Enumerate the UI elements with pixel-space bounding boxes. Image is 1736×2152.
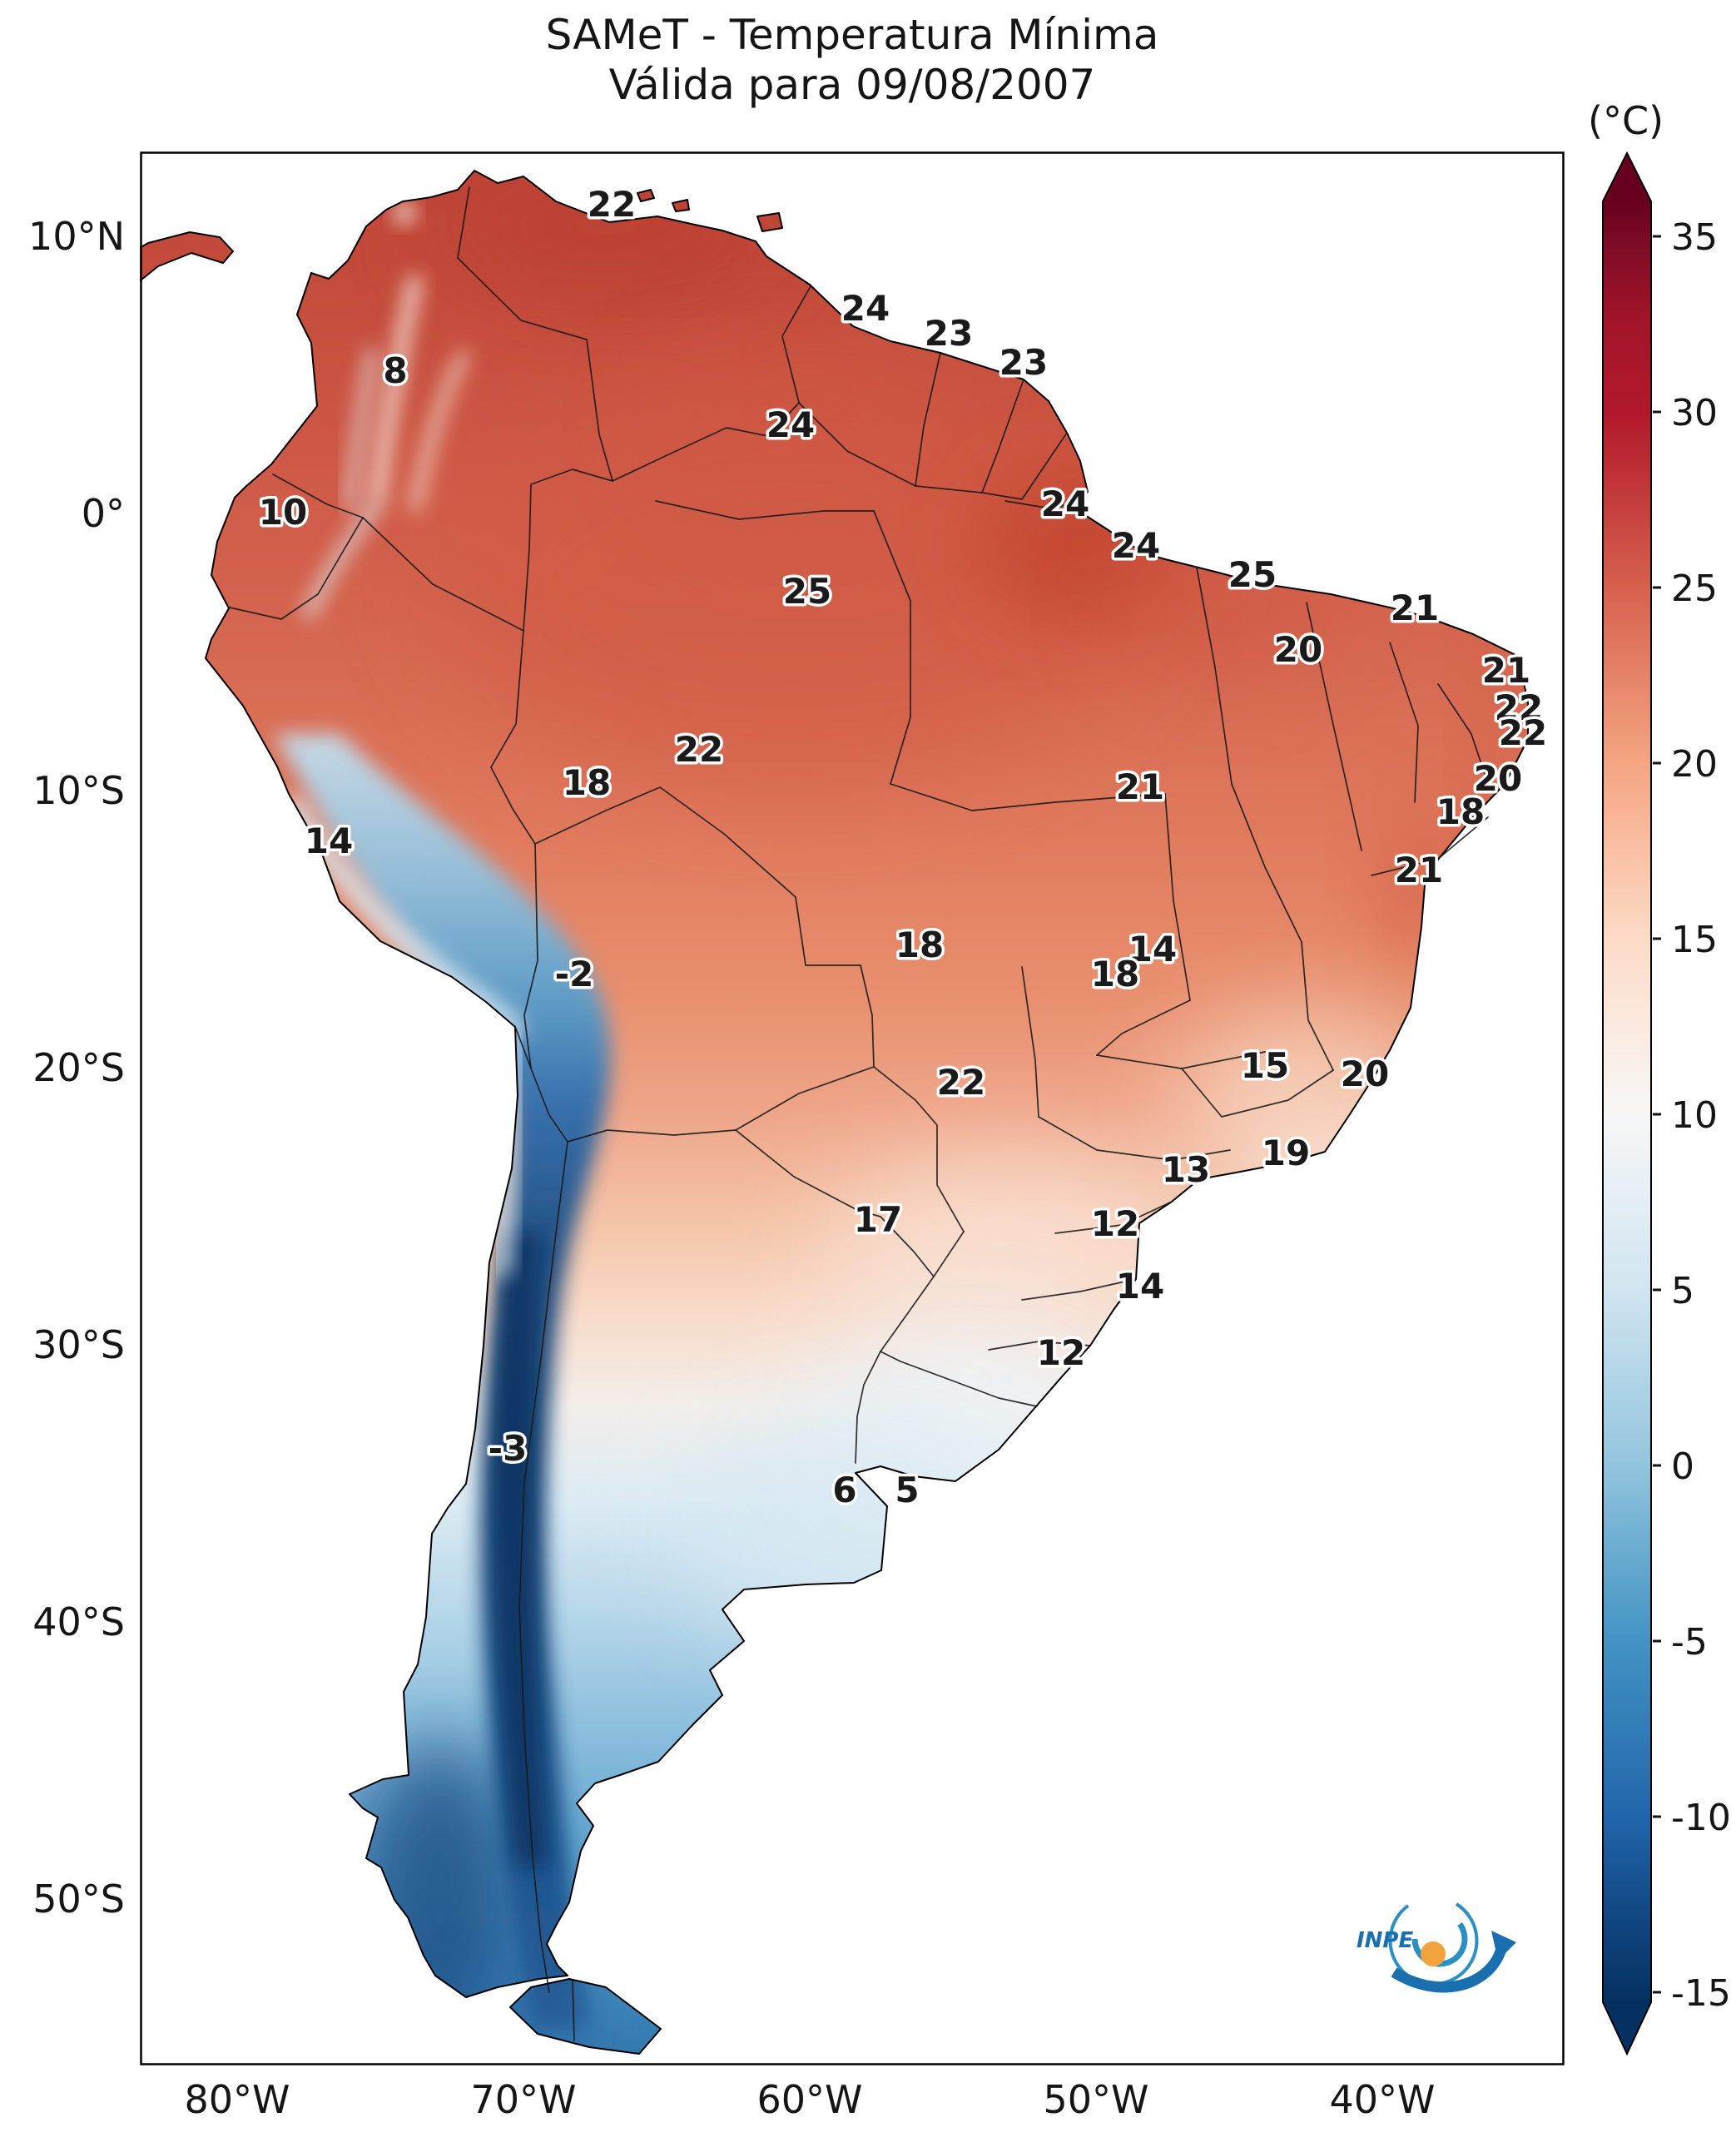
station-temp-label: 22 xyxy=(675,729,723,770)
station-temp-label: -2 xyxy=(555,954,594,994)
station-temp-label: 22 xyxy=(588,184,636,225)
station-temp-label: 23 xyxy=(999,342,1048,383)
south-america-landmass xyxy=(140,171,1528,2054)
station-temp-label: 21 xyxy=(1482,650,1530,691)
station-temp-label: 20 xyxy=(1341,1054,1389,1094)
station-temp-label: 21 xyxy=(1395,850,1443,890)
inpe-logo-text: INPE xyxy=(1357,1928,1413,1953)
station-temp-label: 25 xyxy=(783,571,831,612)
station-temp-label: 21 xyxy=(1391,588,1439,628)
lon-tick-label: 70°W xyxy=(470,2077,577,2122)
station-temp-label: 22 xyxy=(1495,687,1543,728)
state-borders xyxy=(655,493,1489,1351)
station-temp-label: 22 xyxy=(1499,712,1547,753)
title-line2: Válida para 09/08/2007 xyxy=(608,61,1096,109)
lon-tick-label: 60°W xyxy=(756,2077,863,2122)
colorbar-tick-label: -10 xyxy=(1671,1797,1731,1839)
inpe-arrow-head xyxy=(1491,1931,1516,1961)
inpe-arrow-tail xyxy=(1391,1946,1507,1993)
station-temp-label: 14 xyxy=(305,821,353,861)
map-frame: 22 24 23 23 8 24 10 24 24 25 25 21 20 21 22 22 22 18 20 21 1… xyxy=(140,151,1565,2065)
plot-frame xyxy=(140,151,1565,2065)
station-temp-label: 19 xyxy=(1262,1133,1310,1173)
station-temp-label: -3 xyxy=(489,1428,528,1469)
station-temp-label: 6 xyxy=(832,1470,856,1510)
station-temp-label: 18 xyxy=(895,925,944,965)
station-temp-label: 18 xyxy=(1091,954,1139,994)
lat-tick-label: 50°S xyxy=(32,1877,125,1921)
station-temp-label: 24 xyxy=(841,288,890,329)
lat-tick-label: 0° xyxy=(81,491,125,536)
lat-tick-label: 10°S xyxy=(32,768,125,813)
station-temp-label: 25 xyxy=(1228,554,1277,595)
station-temp-label: 13 xyxy=(1162,1149,1210,1190)
colorbar-tick-label: 5 xyxy=(1671,1270,1694,1312)
lat-tick-label: 20°S xyxy=(32,1045,125,1090)
station-temp-label: 15 xyxy=(1241,1045,1289,1086)
inpe-orange-dot xyxy=(1421,1941,1446,1966)
station-temp-label: 18 xyxy=(1436,791,1485,832)
lon-tick-label: 80°W xyxy=(184,2077,290,2122)
colorbar-tick-label: 0 xyxy=(1671,1445,1694,1488)
station-temp-label: 20 xyxy=(1274,629,1322,670)
colorbar-tick-label: -15 xyxy=(1671,1972,1731,2015)
lat-tick-label: 10°N xyxy=(28,214,125,259)
colorbar-tick-label: 35 xyxy=(1671,216,1718,259)
colorbar-unit-label: (°C) xyxy=(1588,98,1664,143)
colorbar-bar xyxy=(1602,151,1652,2056)
colorbar-tick-label: 25 xyxy=(1671,568,1718,610)
station-temp-label: 14 xyxy=(1128,929,1177,969)
station-temp-label: 24 xyxy=(1041,483,1089,524)
lon-tick-label: 40°W xyxy=(1329,2077,1436,2122)
station-temp-label: 10 xyxy=(259,492,307,533)
station-temp-label: 24 xyxy=(766,404,815,445)
lat-tick-label: 30°S xyxy=(32,1322,125,1367)
lat-tick-label: 40°S xyxy=(32,1599,125,1644)
country-borders xyxy=(229,186,1068,2041)
station-temp-label: 8 xyxy=(383,350,407,391)
lon-tick-label: 50°W xyxy=(1043,2077,1149,2122)
station-temp-label: 21 xyxy=(1116,766,1164,807)
colorbar-tick-label: 15 xyxy=(1671,919,1718,961)
colorbar-tick-label: 20 xyxy=(1671,743,1718,786)
station-temp-label: 22 xyxy=(937,1062,985,1103)
station-temp-label: 17 xyxy=(854,1199,902,1240)
title-line1: SAMeT - Temperatura Mínima xyxy=(545,11,1159,59)
station-temp-label: 20 xyxy=(1474,758,1522,799)
station-temp-label: 18 xyxy=(563,762,611,803)
colorbar-ticks: 35 30 25 20 15 10 5 0 -5 -10 -15 xyxy=(1653,216,1731,2015)
inpe-swirl-inner xyxy=(1411,1921,1468,1967)
station-temp-label: 5 xyxy=(895,1470,919,1510)
colorbar-tick-label: 10 xyxy=(1671,1094,1718,1137)
figure-title: SAMeT - Temperatura Mínima Válida para 0… xyxy=(140,10,1565,110)
station-temp-label: 14 xyxy=(1116,1266,1164,1307)
colorbar-canvas: 35 30 25 20 15 10 5 0 -5 -10 -15 xyxy=(1602,151,1731,2056)
station-temp-label: 23 xyxy=(925,313,973,354)
inpe-logo: INPE xyxy=(1357,1902,1516,1993)
station-temp-label: 24 xyxy=(1112,525,1160,566)
colorbar: 35 30 25 20 15 10 5 0 -5 -10 -15 xyxy=(1580,146,1736,2069)
colorbar-tick-label: -5 xyxy=(1671,1621,1708,1664)
station-temp-label: 12 xyxy=(1037,1332,1085,1373)
station-temp-label: 12 xyxy=(1091,1203,1139,1244)
colorbar-tick-label: 30 xyxy=(1671,392,1718,434)
